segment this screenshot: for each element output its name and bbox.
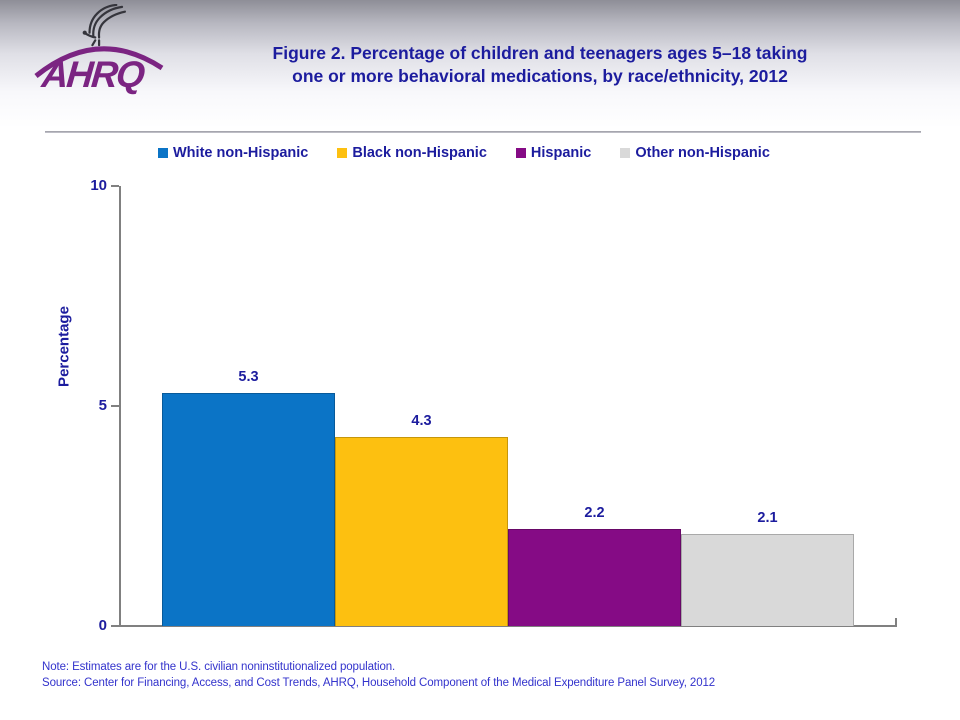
chart-legend: White non-Hispanic Black non-Hispanic Hisp… bbox=[158, 145, 770, 161]
header-banner: AHRQ Figure 2. Percentage of children an… bbox=[0, 0, 960, 128]
header-divider bbox=[45, 131, 921, 133]
legend-item-hispanic: Hispanic bbox=[515, 145, 592, 161]
y-axis-tick bbox=[111, 405, 119, 407]
footer-notes: Note: Estimates are for the U.S. civilia… bbox=[42, 659, 715, 691]
figure-title: Figure 2. Percentage of children and tee… bbox=[160, 42, 920, 88]
y-axis-tick bbox=[111, 185, 119, 187]
y-axis-title: Percentage bbox=[55, 306, 73, 387]
legend-item-other-non-hispanic: Other non-Hispanic bbox=[620, 145, 770, 161]
legend-label: Black non-Hispanic bbox=[352, 145, 487, 161]
bar-value-label: 5.3 bbox=[238, 368, 259, 385]
x-axis-line bbox=[119, 625, 897, 627]
y-axis-tick-label: 5 bbox=[98, 397, 107, 414]
bar-hispanic bbox=[508, 529, 681, 626]
legend-item-white-non-hispanic: White non-Hispanic bbox=[158, 145, 308, 161]
hhs-eagle-icon bbox=[82, 4, 127, 47]
y-axis-tick bbox=[111, 625, 119, 627]
x-axis-end-tick bbox=[895, 618, 897, 627]
legend-swatch-icon bbox=[515, 148, 526, 158]
legend-swatch-icon bbox=[158, 148, 168, 158]
bar-value-label: 2.1 bbox=[757, 509, 778, 526]
y-axis-tick-label: 10 bbox=[90, 177, 107, 194]
bar-black-non-hispanic bbox=[335, 436, 508, 626]
ahrq-swoosh-arc bbox=[34, 46, 164, 78]
bar-white-non-hispanic bbox=[162, 392, 335, 626]
bar-value-label: 4.3 bbox=[411, 412, 432, 429]
note-line: Note: Estimates are for the U.S. civilia… bbox=[42, 661, 396, 673]
legend-swatch-icon bbox=[337, 148, 348, 158]
source-line: Source: Center for Financing, Access, an… bbox=[42, 677, 716, 689]
ahrq-wordmark: AHRQ bbox=[34, 46, 166, 106]
ahrq-logo: AHRQ bbox=[34, 4, 170, 108]
y-axis-line bbox=[119, 186, 121, 627]
figure-title-line2: one or more behavioral medications, by r… bbox=[292, 66, 788, 86]
figure-title-line1: Figure 2. Percentage of children and tee… bbox=[272, 43, 808, 63]
bar-value-label: 2.2 bbox=[584, 505, 605, 522]
legend-label: Other non-Hispanic bbox=[635, 145, 770, 161]
bar-other-non-hispanic bbox=[681, 533, 854, 626]
legend-item-black-non-hispanic: Black non-Hispanic bbox=[337, 145, 487, 161]
legend-swatch-icon bbox=[620, 148, 631, 158]
legend-label: Hispanic bbox=[530, 145, 592, 161]
y-axis-tick-label: 0 bbox=[98, 617, 107, 634]
ahrq-logo-text: AHRQ bbox=[40, 54, 145, 95]
legend-label: White non-Hispanic bbox=[173, 145, 309, 161]
